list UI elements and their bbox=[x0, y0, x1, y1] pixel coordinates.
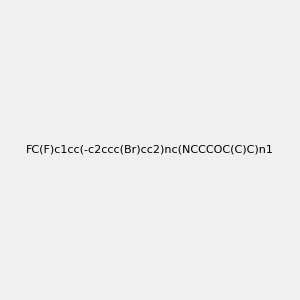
Text: FC(F)c1cc(-c2ccc(Br)cc2)nc(NCCCOC(C)C)n1: FC(F)c1cc(-c2ccc(Br)cc2)nc(NCCCOC(C)C)n1 bbox=[26, 145, 274, 155]
